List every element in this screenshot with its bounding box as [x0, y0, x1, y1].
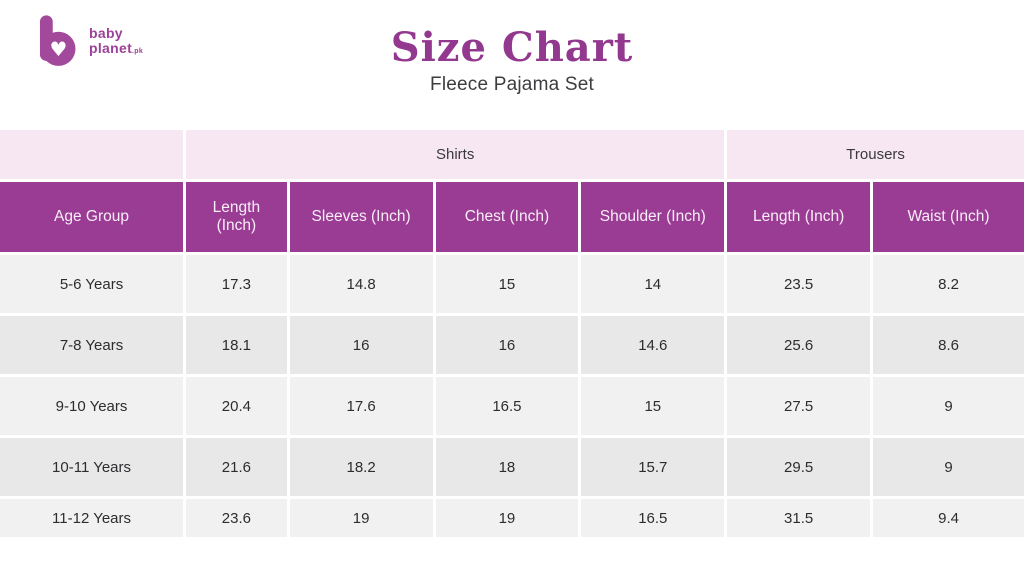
babyplanet-logo: ♥ baby planet.pk: [34, 14, 143, 68]
chest-cell: 19: [435, 499, 579, 537]
shirt-length-cell: 23.6: [186, 499, 287, 537]
trouser-length-cell: 27.5: [727, 377, 871, 435]
trouser-length-cell: 31.5: [727, 499, 871, 537]
group-header-trousers: Trousers: [727, 130, 1024, 179]
col-header-age-group: Age Group: [0, 182, 184, 252]
table-row-11-12-years: 11-12 Years 23.6 19 19 16.5 31.5 9.4: [0, 499, 1024, 537]
trouser-length-cell: 29.5: [727, 438, 871, 496]
table-row-5-6-years: 5-6 Years 17.3 14.8 15 14 23.5 8.2: [0, 255, 1024, 313]
chest-cell: 16: [435, 316, 579, 374]
shirt-length-cell: 17.3: [186, 255, 287, 313]
shoulder-cell: 14: [581, 255, 725, 313]
size-chart-table: Shirts Trousers Age Group Length (Inch) …: [0, 127, 1024, 540]
waist-cell: 9.4: [873, 499, 1024, 537]
sleeves-cell: 16: [289, 316, 433, 374]
shoulder-cell: 15.7: [581, 438, 725, 496]
table-row-10-11-years: 10-11 Years 21.6 18.2 18 15.7 29.5 9: [0, 438, 1024, 496]
sleeves-cell: 14.8: [289, 255, 433, 313]
group-header-shirts: Shirts: [186, 130, 725, 179]
heart-icon: ♥: [50, 38, 68, 61]
col-header-waist: Waist (Inch): [873, 182, 1024, 252]
page-subtitle: Fleece Pajama Set: [430, 74, 594, 95]
waist-cell: 9: [873, 377, 1024, 435]
page-title: Size Chart: [390, 24, 634, 71]
shoulder-cell: 14.6: [581, 316, 725, 374]
sleeves-cell: 18.2: [289, 438, 433, 496]
chest-cell: 15: [435, 255, 579, 313]
col-header-shoulder: Shoulder (Inch): [581, 182, 725, 252]
age-cell: 11-12 Years: [0, 499, 184, 537]
col-header-trouser-length: Length (Inch): [727, 182, 871, 252]
shoulder-cell: 15: [581, 377, 725, 435]
title-block: Size Chart Fleece Pajama Set: [0, 0, 1024, 96]
chest-cell: 18: [435, 438, 579, 496]
trouser-length-cell: 25.6: [727, 316, 871, 374]
column-header-row: Age Group Length (Inch) Sleeves (Inch) C…: [0, 182, 1024, 252]
shirt-length-cell: 18.1: [186, 316, 287, 374]
age-cell: 10-11 Years: [0, 438, 184, 496]
waist-cell: 9: [873, 438, 1024, 496]
waist-cell: 8.2: [873, 255, 1024, 313]
logo-word-baby: baby: [89, 24, 123, 41]
col-header-sleeves: Sleeves (Inch): [289, 182, 433, 252]
group-header-row: Shirts Trousers: [0, 130, 1024, 179]
col-header-shirt-length: Length (Inch): [186, 182, 287, 252]
age-cell: 7-8 Years: [0, 316, 184, 374]
logo-tld: .pk: [132, 48, 144, 55]
age-cell: 5-6 Years: [0, 255, 184, 313]
table-row-9-10-years: 9-10 Years 20.4 17.6 16.5 15 27.5 9: [0, 377, 1024, 435]
sleeves-cell: 19: [289, 499, 433, 537]
age-cell: 9-10 Years: [0, 377, 184, 435]
babyplanet-b-heart-icon: ♥: [39, 15, 76, 66]
page-header: ♥ baby planet.pk Size Chart Fleece Pajam…: [0, 0, 1024, 127]
shirt-length-cell: 21.6: [186, 438, 287, 496]
shirt-length-cell: 20.4: [186, 377, 287, 435]
trouser-length-cell: 23.5: [727, 255, 871, 313]
col-header-chest: Chest (Inch): [435, 182, 579, 252]
sleeves-cell: 17.6: [289, 377, 433, 435]
waist-cell: 8.6: [873, 316, 1024, 374]
logo-wordmark: baby planet.pk: [89, 24, 144, 56]
table-row-7-8-years: 7-8 Years 18.1 16 16 14.6 25.6 8.6: [0, 316, 1024, 374]
group-header-spacer: [0, 130, 184, 179]
logo-word-planet: planet.pk: [89, 40, 144, 56]
shoulder-cell: 16.5: [581, 499, 725, 537]
chest-cell: 16.5: [435, 377, 579, 435]
